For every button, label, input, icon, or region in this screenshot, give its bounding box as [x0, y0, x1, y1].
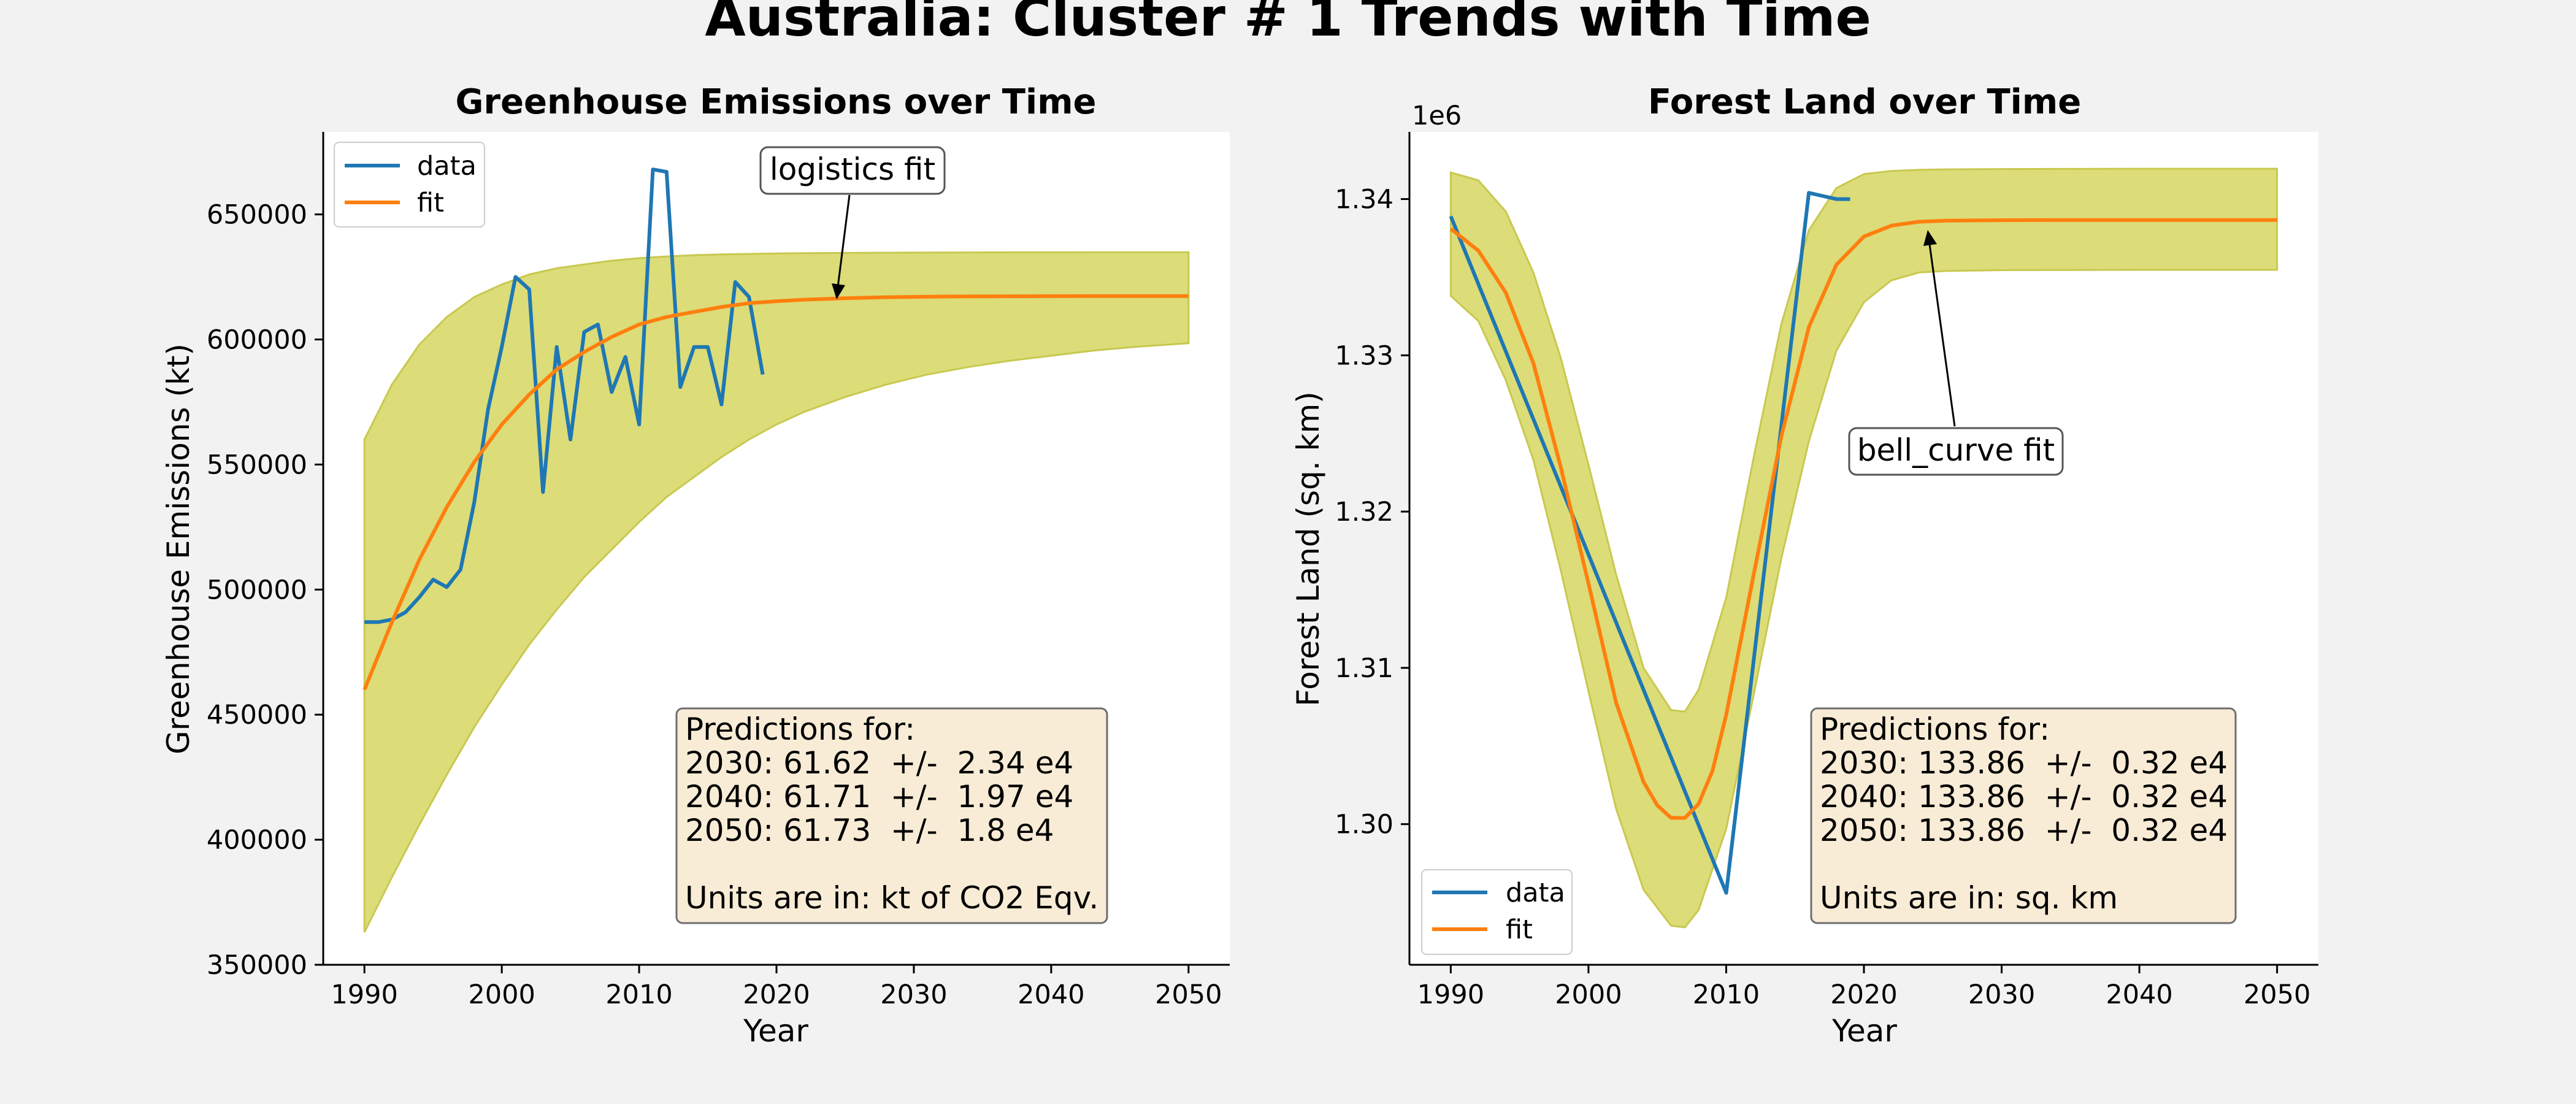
forest-chart-title: Forest Land over Time	[1648, 82, 2081, 122]
greenhouse-series-layer	[362, 167, 1189, 691]
forest-predictions-units: Units are in: sq. km	[1820, 880, 2118, 916]
forest-x-tick-label: 2050	[2244, 979, 2310, 1010]
forest-predictions-header: Predictions for:	[1820, 711, 2050, 747]
greenhouse-confidence-band-layer	[363, 251, 1190, 933]
forest-annotation-arrowhead	[1923, 230, 1937, 246]
greenhouse-y-axis-label: Greenhouse Emissions (kt)	[161, 343, 196, 754]
greenhouse-annotation-label: logistics fit	[770, 151, 935, 187]
greenhouse-x-ticks: 1990 2000 2010 2020 2030 2040 2050	[331, 965, 1222, 1010]
greenhouse-predictions-box: Predictions for: 2030: 61.62 +/- 2.34 e4…	[675, 707, 1108, 924]
forest-series-layer	[1449, 191, 2277, 895]
forest-fit-annotation: bell_curve fit	[1848, 230, 2064, 476]
greenhouse-x-tick-label: 2000	[468, 979, 535, 1010]
greenhouse-predictions-background	[675, 707, 1108, 924]
greenhouse-legend: data fit	[334, 142, 485, 228]
forest-annotation-arrow	[1928, 243, 1956, 427]
greenhouse-x-tick-label: 2040	[1018, 979, 1084, 1010]
forest-x-tick-label: 1990	[1417, 979, 1484, 1010]
greenhouse-prediction-2050: 2050: 61.73 +/- 1.8 e4	[685, 813, 1054, 848]
forest-x-tick-label: 2040	[2106, 979, 2172, 1010]
forest-x-axis-label: Year	[1831, 1013, 1897, 1049]
greenhouse-data-line	[364, 167, 765, 624]
greenhouse-x-tick-label: 2030	[880, 979, 947, 1010]
greenhouse-y-tick-label: 350000	[207, 950, 307, 981]
forest-y-tick-label: 1.33	[1335, 340, 1393, 371]
forest-prediction-2040: 2040: 133.86 +/- 0.32 e4	[1820, 779, 2228, 815]
greenhouse-predictions-header: Predictions for:	[685, 711, 915, 747]
greenhouse-legend-data-label: data	[417, 151, 477, 182]
forest-legend-fit-label: fit	[1506, 914, 1533, 945]
greenhouse-prediction-2040: 2040: 61.71 +/- 1.97 e4	[685, 779, 1073, 815]
greenhouse-annotation-arrow	[837, 194, 851, 288]
greenhouse-y-tick-label: 650000	[207, 200, 307, 231]
forest-y-offset-label: 1e6	[1412, 101, 1462, 131]
figure-title: Australia: Cluster # 1 Trends with Time	[705, 0, 1871, 48]
greenhouse-y-tick-label: 550000	[207, 450, 307, 480]
greenhouse-fit-line	[362, 294, 1189, 691]
forest-x-ticks: 1990 2000 2010 2020 2030 2040 2050	[1417, 965, 2310, 1010]
forest-annotation-box	[1848, 427, 2064, 476]
greenhouse-x-tick-label: 1990	[331, 979, 397, 1010]
greenhouse-x-axis-label: Year	[743, 1013, 808, 1049]
greenhouse-chart-title: Greenhouse Emissions over Time	[455, 82, 1096, 122]
greenhouse-prediction-2030: 2030: 61.62 +/- 2.34 e4	[685, 745, 1073, 781]
forest-legend-data-label: data	[1506, 878, 1565, 908]
greenhouse-y-ticks: 350000 400000 450000 500000 550000 600000 6500…	[207, 200, 323, 981]
forest-y-tick-label: 1.31	[1335, 653, 1393, 684]
greenhouse-confidence-band	[363, 251, 1190, 933]
greenhouse-x-tick-label: 2050	[1155, 979, 1222, 1010]
forest-prediction-2050: 2050: 133.86 +/- 0.32 e4	[1820, 813, 2228, 848]
forest-y-axis-label: Forest Land (sq. km)	[1290, 391, 1326, 706]
greenhouse-y-tick-label: 400000	[207, 825, 307, 856]
forest-x-tick-label: 2020	[1830, 979, 1897, 1010]
forest-y-tick-label: 1.34	[1335, 185, 1393, 215]
forest-annotation-label: bell_curve fit	[1857, 432, 2055, 468]
forest-land-panel: Forest Land over Time 1990 2000 2010 2020 20…	[1290, 82, 2318, 1049]
forest-fit-line	[1449, 218, 2277, 820]
greenhouse-emissions-panel: Greenhouse Emissions over Time 1990 2000 2…	[161, 82, 1230, 1049]
greenhouse-y-tick-label: 500000	[207, 575, 307, 605]
forest-confidence-band-layer	[1449, 167, 2279, 929]
forest-confidence-band	[1449, 167, 2279, 929]
forest-x-tick-label: 2010	[1693, 979, 1760, 1010]
greenhouse-x-tick-label: 2020	[743, 979, 810, 1010]
greenhouse-legend-fit-label: fit	[417, 188, 444, 218]
forest-legend: data fit	[1421, 869, 1573, 955]
greenhouse-predictions-units: Units are in: kt of CO2 Eqv.	[685, 880, 1098, 916]
greenhouse-y-tick-label: 450000	[207, 700, 307, 730]
forest-x-tick-label: 2000	[1555, 979, 1622, 1010]
forest-data-line	[1449, 191, 1850, 895]
forest-y-tick-label: 1.32	[1335, 497, 1393, 527]
forest-x-tick-label: 2030	[1968, 979, 2035, 1010]
greenhouse-fit-annotation: logistics fit	[759, 146, 946, 299]
forest-y-tick-label: 1.30	[1335, 810, 1393, 840]
greenhouse-annotation-arrowhead	[832, 283, 845, 299]
forest-predictions-background	[1810, 707, 2237, 924]
greenhouse-y-tick-label: 600000	[207, 324, 307, 355]
greenhouse-annotation-box	[759, 146, 946, 195]
forest-predictions-box: Predictions for: 2030: 133.86 +/- 0.32 e…	[1810, 707, 2237, 924]
forest-prediction-2030: 2030: 133.86 +/- 0.32 e4	[1820, 745, 2228, 781]
greenhouse-x-tick-label: 2010	[605, 979, 672, 1010]
greenhouse-legend-box	[334, 142, 485, 228]
forest-y-ticks: 1.30 1.31 1.32 1.33 1.34	[1335, 185, 1409, 840]
